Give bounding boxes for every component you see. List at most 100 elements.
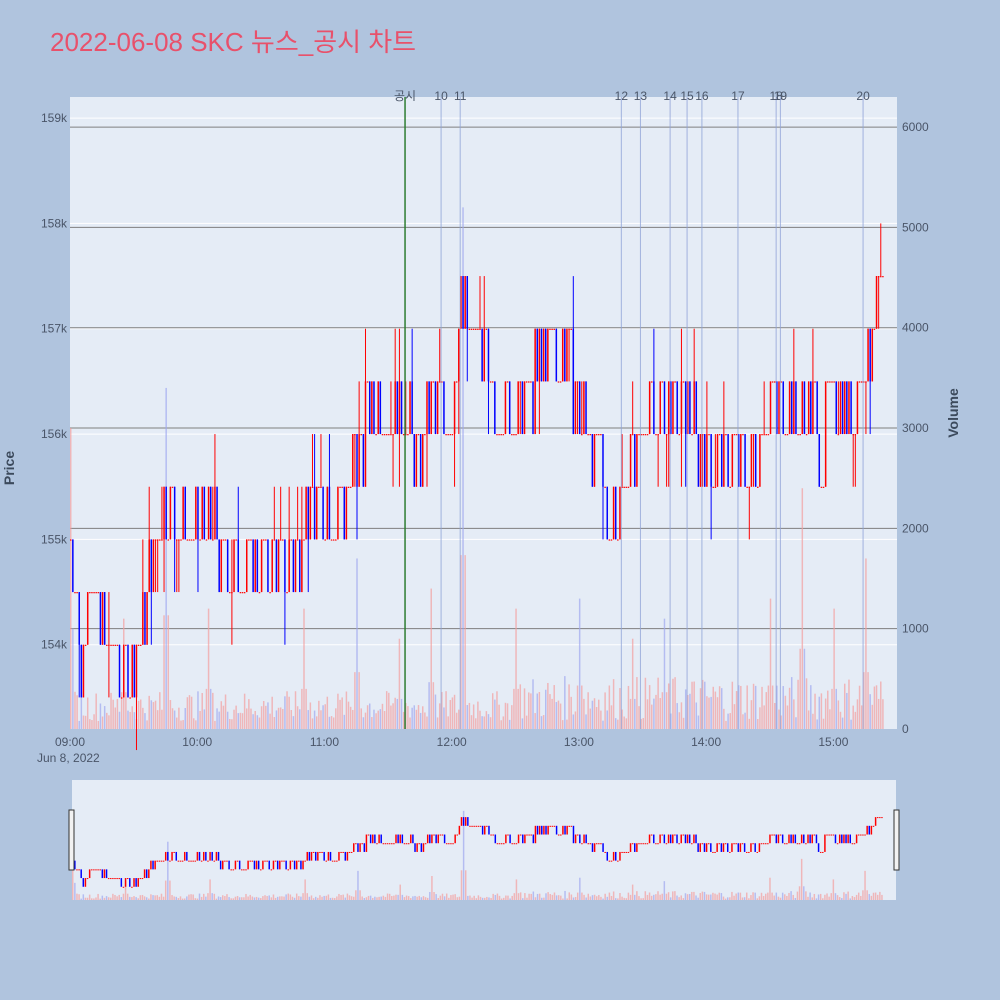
slider-volume-bar	[665, 893, 668, 900]
slider-volume-bar	[574, 897, 577, 900]
volume-bar	[241, 713, 244, 729]
volume-bar	[93, 714, 95, 729]
slider-candle	[143, 869, 146, 879]
slider-candle	[851, 843, 854, 845]
candle-body	[352, 434, 354, 487]
candle-body	[598, 434, 600, 436]
volume-bar	[606, 710, 608, 729]
news-marker-label[interactable]: 16	[695, 89, 709, 103]
candle-body	[619, 486, 621, 540]
slider-volume-bar	[585, 897, 587, 900]
candle-body	[455, 381, 458, 383]
slider-volume-bar	[530, 893, 532, 900]
candle-body	[422, 434, 424, 487]
volume-bar	[89, 719, 91, 729]
slider-volume-bar	[152, 895, 154, 900]
slider-volume-bar	[718, 892, 721, 900]
volume-bar	[381, 703, 384, 729]
slider-volume-bar	[634, 894, 636, 900]
volume-bar	[192, 718, 195, 729]
news-marker-label[interactable]: 11	[454, 89, 467, 103]
candle-body	[309, 486, 312, 540]
slider-candle	[200, 860, 203, 862]
slider-volume-bar	[707, 894, 710, 900]
slider-candle	[631, 843, 634, 845]
slider-volume-bar	[745, 892, 748, 900]
price-tick-label: 159k	[41, 111, 68, 125]
slider-volume-bar	[226, 894, 228, 900]
volume-bar	[716, 697, 719, 729]
slider-volume-bar	[699, 893, 701, 900]
slider-volume-bar	[262, 896, 264, 900]
slider-volume-bar	[274, 897, 277, 900]
slider-volume-bar	[429, 892, 431, 900]
slider-candle	[828, 834, 830, 836]
slider-volume-bar	[507, 895, 509, 900]
range-slider-right-handle[interactable]	[893, 809, 900, 871]
news-marker-label[interactable]: 15	[680, 89, 694, 103]
slider-volume-bar	[388, 893, 391, 900]
slider-volume-bar	[519, 892, 522, 900]
slider-candle	[591, 843, 594, 852]
volume-bar	[559, 703, 562, 729]
slider-candle	[112, 878, 114, 880]
candle-body	[165, 486, 167, 540]
range-slider-left-handle[interactable]	[68, 809, 75, 871]
range-slider[interactable]	[68, 809, 900, 900]
slider-volume-bar	[464, 870, 467, 900]
volume-bar	[555, 702, 558, 729]
slider-candle	[323, 851, 325, 861]
slider-candle	[230, 869, 232, 871]
news-marker-label[interactable]: 20	[856, 89, 870, 103]
slider-volume-bar	[319, 895, 321, 900]
volume-bar	[273, 717, 276, 729]
volume-bar	[682, 717, 685, 729]
news-marker-label[interactable]: 19	[774, 89, 788, 103]
slider-candle	[437, 834, 440, 844]
slider-candle	[547, 825, 549, 835]
news-marker-label[interactable]: 18	[769, 89, 783, 103]
news-marker-label[interactable]: 공시	[394, 89, 416, 103]
slider-volume-bar	[786, 895, 788, 900]
slider-candle	[471, 825, 473, 827]
slider-candle	[528, 834, 530, 836]
slider-candle	[160, 860, 163, 862]
slider-candle	[872, 825, 875, 827]
slider-volume-bar	[500, 898, 503, 900]
slider-volume-bar	[249, 894, 251, 900]
news-marker-label[interactable]: 10	[434, 89, 448, 103]
slider-volume-bar	[815, 898, 818, 900]
news-marker-label[interactable]: 17	[731, 89, 745, 103]
slider-volume-bar	[879, 891, 881, 900]
news-marker-label[interactable]: 12	[615, 89, 629, 103]
candle-body	[282, 539, 284, 541]
candle-body	[697, 434, 700, 487]
candle-body	[627, 486, 630, 488]
candle-body	[311, 486, 314, 488]
slider-candle	[475, 825, 478, 827]
slider-candle	[118, 878, 120, 880]
slider-volume-bar	[496, 893, 499, 900]
candle-body	[246, 539, 248, 593]
candle-body	[99, 592, 102, 645]
candle-body	[767, 434, 770, 436]
volume-bar	[197, 691, 199, 729]
candle-body	[784, 434, 787, 436]
slider-candle	[439, 834, 442, 836]
slider-candle	[750, 843, 752, 852]
slider-candle	[477, 825, 480, 827]
news-marker-label[interactable]: 14	[663, 89, 677, 103]
volume-bar	[795, 717, 797, 729]
candle-body	[667, 381, 670, 435]
volume-bar	[254, 710, 256, 729]
slider-volume-bar	[317, 897, 319, 900]
volume-bar	[534, 713, 536, 729]
volume-bar	[867, 672, 869, 729]
slider-volume-bar	[803, 886, 805, 900]
slider-volume-bar	[549, 894, 551, 900]
news-marker-label[interactable]: 13	[634, 89, 648, 103]
slider-volume-bar	[758, 896, 761, 900]
slider-volume-bar	[828, 896, 830, 900]
